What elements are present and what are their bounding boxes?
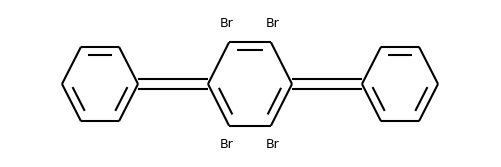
Text: Br: Br [266, 138, 280, 151]
Text: Br: Br [220, 138, 234, 151]
Text: Br: Br [266, 17, 280, 30]
Text: Br: Br [220, 17, 234, 30]
